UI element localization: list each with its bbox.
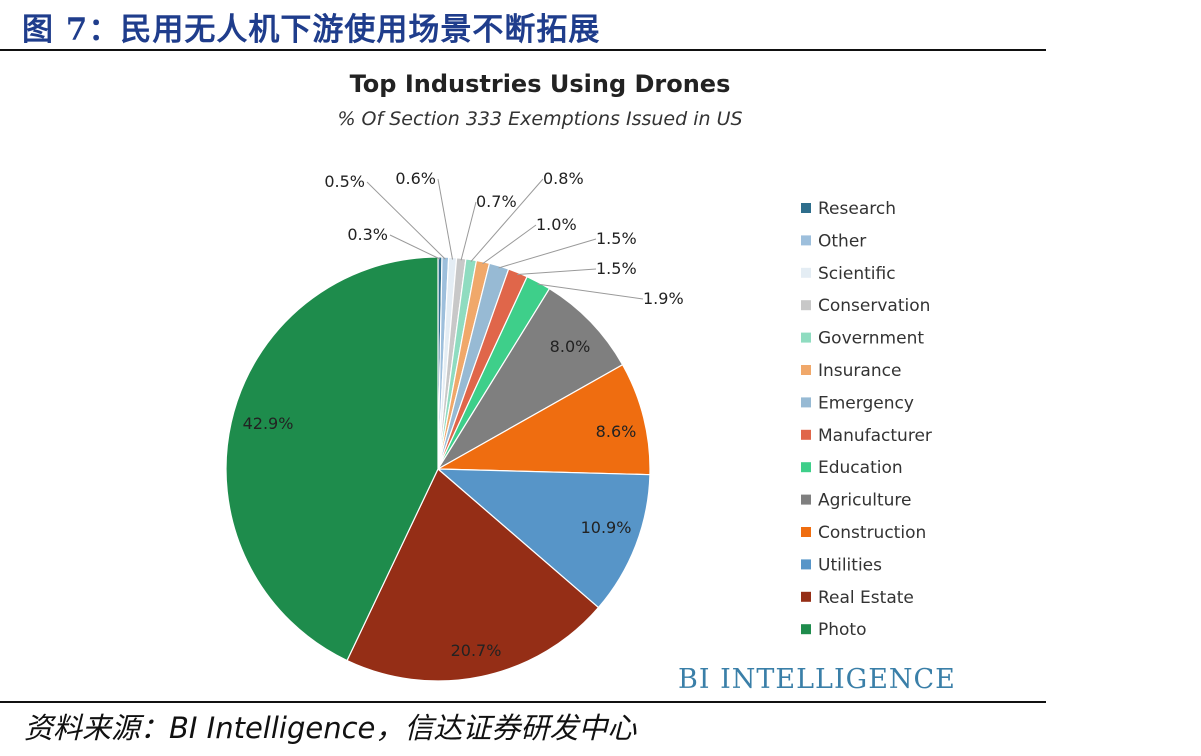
- legend-swatch-photo: [801, 624, 811, 635]
- slice-label-agriculture: 8.0%: [550, 337, 591, 356]
- legend-label-utilities: Utilities: [818, 555, 882, 575]
- slice-labels: 0.3% 0.5% 0.6% 0.7% 0.8% 1.0% 1.5% 1.5% 1.9% 8.0%…: [243, 169, 684, 660]
- leader-emergency: [498, 238, 597, 269]
- legend-label-manufacturer: Manufacturer: [818, 426, 932, 446]
- legend-swatch-other: [801, 235, 811, 246]
- legend-label-government: Government: [818, 329, 924, 349]
- slice-label-research: 0.3%: [347, 225, 388, 244]
- leader-government: [470, 178, 544, 262]
- leader-scientific: [437, 178, 454, 260]
- leader-conservation: [460, 201, 477, 261]
- legend-swatch-education: [801, 462, 811, 473]
- leader-lines: [366, 178, 644, 300]
- legend-label-other: Other: [818, 231, 866, 251]
- bottom-rule: [0, 701, 1046, 703]
- top-rule: [0, 49, 1046, 51]
- leader-research: [389, 234, 441, 260]
- leader-other: [366, 181, 446, 260]
- slice-label-insurance: 1.0%: [536, 215, 577, 234]
- slice-label-conservation: 0.7%: [476, 192, 517, 211]
- pie-chart: Top Industries Using Drones % Of Section…: [225, 70, 956, 695]
- leader-manufacturer: [517, 268, 597, 276]
- legend-label-research: Research: [818, 199, 896, 219]
- legend-swatch-conservation: [801, 300, 811, 311]
- legend-swatch-insurance: [801, 365, 811, 375]
- source-note: 资料来源：BI Intelligence，信达证券研发中心: [24, 711, 637, 745]
- legend-swatch-research: [801, 203, 811, 213]
- slice-label-government: 0.8%: [543, 169, 584, 188]
- legend-label-photo: Photo: [818, 620, 867, 640]
- slice-label-other: 0.5%: [324, 172, 365, 191]
- slice-photo: [225, 256, 439, 662]
- legend-swatch-agriculture: [801, 494, 811, 505]
- slice-agriculture: [437, 287, 624, 470]
- legend-label-scientific: Scientific: [818, 264, 896, 284]
- legend-label-education: Education: [818, 458, 903, 478]
- slice-construction: [435, 363, 651, 476]
- slice-label-manufacturer: 1.5%: [596, 259, 637, 278]
- figure-caption: 图 7：民用无人机下游使用场景不断拓展: [22, 12, 601, 48]
- chart-subtitle: % Of Section 333 Exemptions Issued in US: [337, 108, 742, 130]
- legend-swatch-real-estate: [801, 591, 811, 602]
- watermark: BI INTELLIGENCE: [678, 664, 956, 695]
- slice-label-education: 1.9%: [643, 289, 684, 308]
- pie-slices: [225, 256, 651, 682]
- slice-label-construction: 8.6%: [596, 422, 637, 441]
- legend-label-emergency: Emergency: [818, 393, 914, 413]
- slice-label-photo: 42.9%: [243, 414, 294, 433]
- legend-swatch-construction: [801, 527, 811, 537]
- slice-label-real-estate: 20.7%: [451, 641, 502, 660]
- legend-label-construction: Construction: [818, 523, 926, 543]
- legend: Research Other Scientific Conservation Gover…: [801, 199, 932, 640]
- legend-swatch-scientific: [801, 267, 811, 278]
- legend-swatch-emergency: [801, 397, 811, 408]
- slice-real-estate: [346, 468, 600, 682]
- legend-label-real-estate: Real Estate: [818, 588, 914, 608]
- slice-label-scientific: 0.6%: [395, 169, 436, 188]
- chart-title: Top Industries Using Drones: [350, 70, 731, 98]
- slice-utilities: [436, 468, 651, 609]
- legend-label-conservation: Conservation: [818, 296, 930, 316]
- slice-label-utilities: 10.9%: [581, 518, 632, 537]
- slice-label-emergency: 1.5%: [596, 229, 637, 248]
- leader-insurance: [482, 224, 537, 265]
- legend-label-insurance: Insurance: [818, 361, 901, 381]
- legend-swatch-utilities: [801, 559, 811, 570]
- legend-label-agriculture: Agriculture: [818, 491, 912, 511]
- leader-education: [537, 283, 644, 300]
- legend-swatch-manufacturer: [801, 429, 811, 440]
- legend-swatch-government: [801, 332, 811, 343]
